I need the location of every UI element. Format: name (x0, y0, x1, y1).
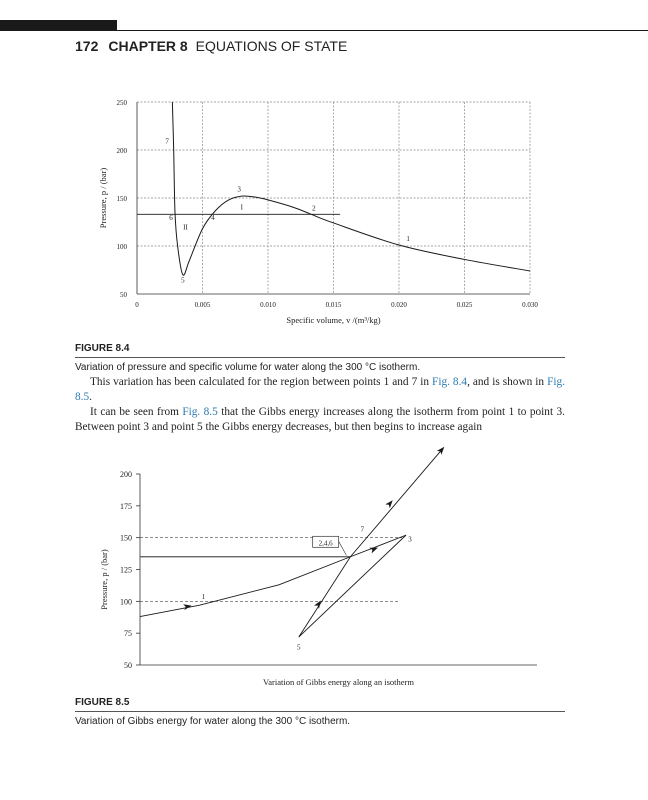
gibbs-branch-3 (298, 449, 443, 638)
body-text: This variation has been calculated for t… (75, 375, 565, 435)
isotherm-curve (171, 101, 531, 276)
text: that the Gibbs energy increases along th… (75, 406, 565, 433)
y-tick-label: 150 (117, 195, 128, 203)
x-tick-label: 0 (135, 301, 139, 309)
boxed-point-label: 2,4,6 (319, 539, 334, 547)
y-tick-label: 150 (120, 534, 132, 543)
x-tick-label: 0.015 (326, 301, 342, 309)
point-label: 2 (312, 204, 316, 212)
y-axis-label: Pressure, p / (bar) (98, 168, 108, 229)
point-label: I (241, 204, 244, 212)
text: , and is shown in (467, 376, 548, 388)
running-header: 172 CHAPTER 8 EQUATIONS OF STATE (75, 38, 347, 54)
direction-arrow (313, 600, 321, 609)
figure-8-5-caption: Variation of Gibbs energy for water alon… (75, 716, 351, 727)
figure-8-4-label: FIGURE 8.4 (75, 343, 130, 354)
x-tick-label: 0.005 (195, 301, 211, 309)
direction-arrow (436, 446, 445, 455)
point-label: 7 (165, 137, 169, 145)
y-tick-label: 200 (117, 147, 128, 155)
figure-8-4-caption: Variation of pressure and specific volum… (75, 362, 421, 373)
caption-rule (75, 357, 565, 358)
fig-8-5-link[interactable]: Fig. 8.5 (75, 376, 565, 403)
x-axis-label: Specific volume, v /(m³/kg) (286, 315, 380, 325)
y-tick-label: 75 (124, 629, 132, 638)
caption-rule (75, 711, 565, 712)
chapter-title: EQUATIONS OF STATE (195, 38, 348, 54)
y-tick-label: 175 (120, 502, 132, 511)
fig-8-5-link[interactable]: Fig. 8.5 (182, 406, 218, 418)
point-label: 6 (169, 214, 173, 222)
gibbs-branch-2 (298, 534, 407, 638)
text: This variation has been calculated for t… (90, 376, 433, 388)
point-label: 3 (408, 535, 412, 543)
y-tick-label: 50 (120, 291, 128, 299)
point-label: 1 (406, 235, 410, 243)
header-bar (0, 20, 117, 31)
point-label: 7 (361, 525, 365, 533)
x-axis-label: Variation of Gibbs energy along an isoth… (263, 677, 414, 687)
y-tick-label: 100 (117, 243, 128, 251)
point-label: 4 (211, 214, 215, 222)
fig-8-4-link[interactable]: Fig. 8.4 (432, 376, 468, 388)
figure-8-4-chart: 0 0.005 0.010 0.015 0.020 0.025 0.030 50 100 150 2… (98, 99, 538, 325)
x-tick-label: 0.010 (260, 301, 276, 309)
point-label: 1 (202, 593, 206, 601)
x-tick-label: 0.020 (391, 301, 407, 309)
direction-arrow (385, 500, 393, 509)
text: It can be seen from (90, 406, 183, 418)
y-tick-label: 200 (120, 470, 132, 479)
page-number: 172 (75, 38, 99, 54)
y-tick-label: 125 (120, 566, 132, 575)
point-label: 5 (181, 276, 185, 284)
point-label: 3 (237, 185, 241, 193)
gibbs-branch-1 (139, 534, 407, 618)
point-label: II (183, 224, 188, 232)
chapter-label: CHAPTER 8 (108, 38, 188, 54)
figure-8-5-label: FIGURE 8.5 (75, 697, 130, 708)
x-tick-label: 0.025 (457, 301, 473, 309)
x-tick-label: 0.030 (522, 301, 538, 309)
y-tick-label: 50 (124, 661, 132, 670)
direction-arrow (183, 604, 192, 611)
direction-arrow (369, 547, 378, 554)
header-rule (117, 30, 648, 31)
point-label: 5 (297, 644, 301, 652)
text: . (89, 391, 92, 403)
label-pointer (338, 541, 347, 556)
figure-8-5-chart: 50 75 100 125 150 175 200 1 7 3 5 2,4,6 Variation of… (99, 446, 537, 687)
y-tick-label: 250 (117, 99, 128, 107)
y-axis-label: Pressure, p / (bar) (99, 549, 109, 610)
y-tick-label: 100 (120, 597, 132, 606)
